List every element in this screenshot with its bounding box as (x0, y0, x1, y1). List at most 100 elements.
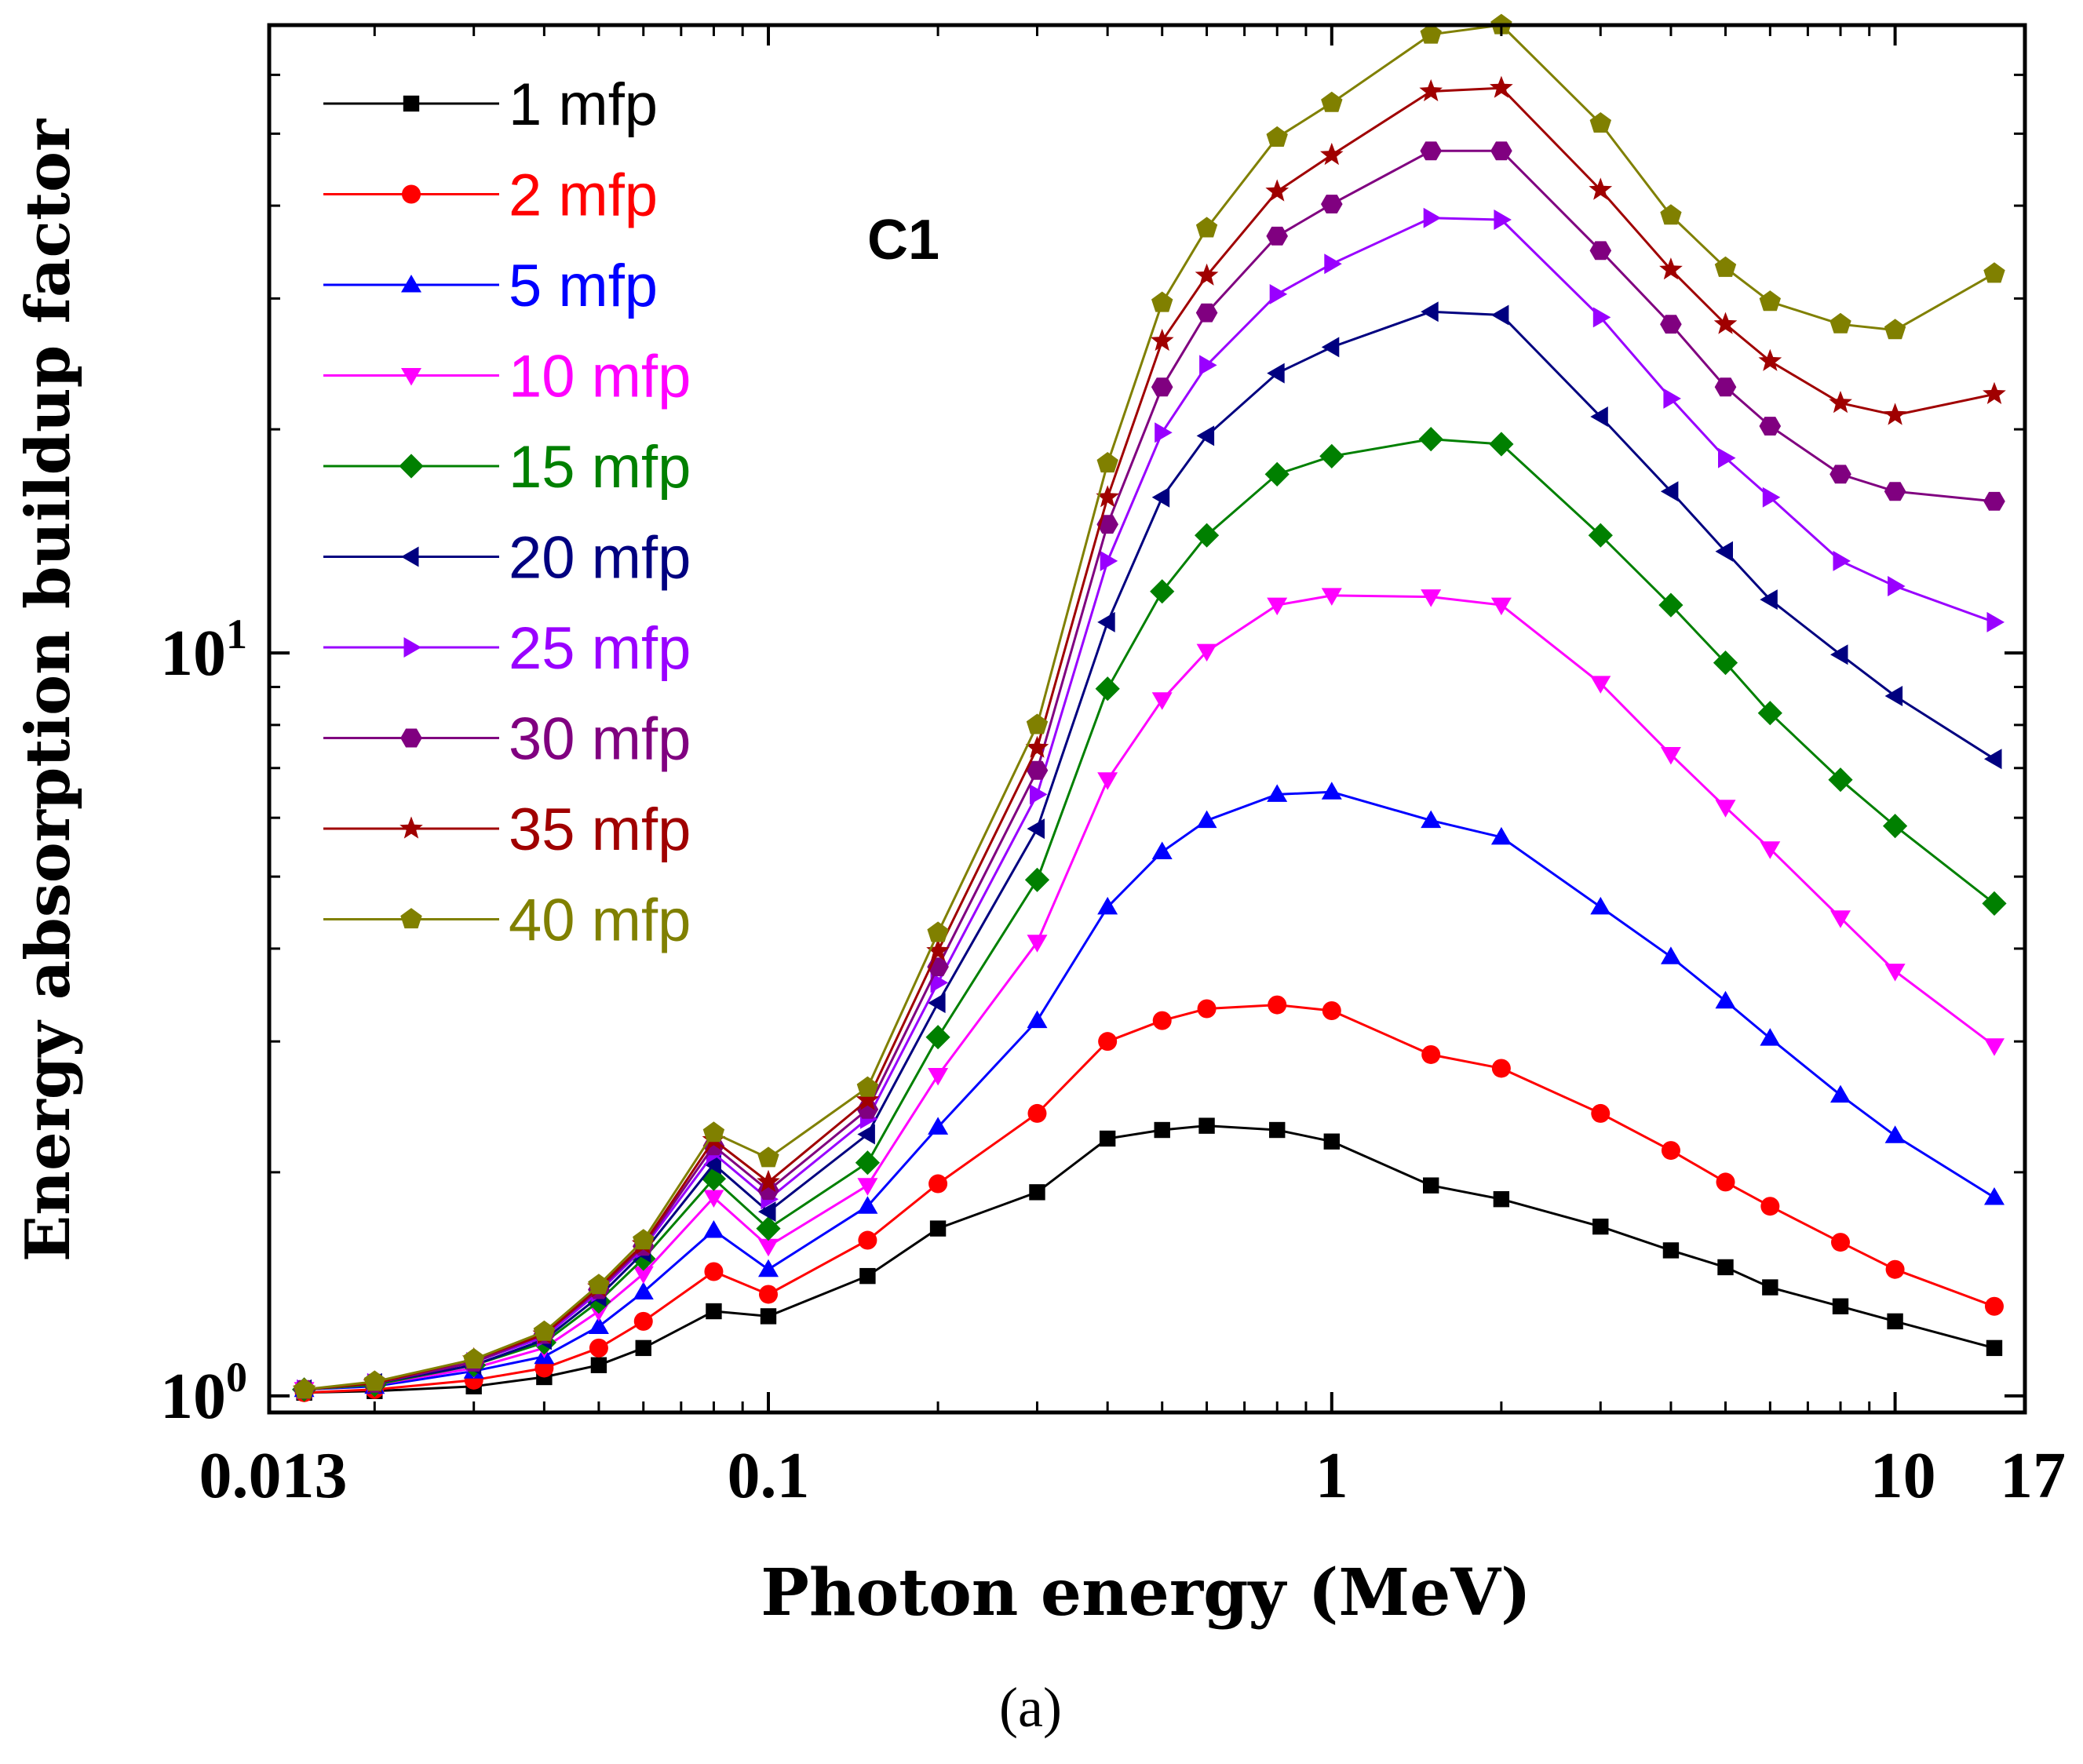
legend-item: 35 mfp (323, 796, 691, 863)
data-point (929, 1220, 947, 1237)
data-point (1269, 284, 1288, 304)
data-point (1027, 1010, 1048, 1029)
x-tick-label: 1 (1315, 1439, 1348, 1512)
data-point (589, 1338, 608, 1358)
data-point (533, 1320, 556, 1341)
data-point (1027, 1103, 1047, 1123)
data-point (631, 1246, 656, 1271)
data-point (1760, 1028, 1781, 1046)
data-point (1027, 818, 1045, 840)
data-point (1320, 142, 1344, 166)
data-point (1494, 210, 1512, 230)
data-point (1029, 1184, 1045, 1201)
data-point (1096, 485, 1119, 508)
data-point (1418, 427, 1443, 452)
data-point (1269, 1121, 1286, 1139)
data-point (1829, 312, 1851, 333)
data-point (1589, 112, 1611, 133)
x-tick-label: 10 (1870, 1439, 1936, 1512)
data-point (859, 1267, 876, 1285)
data-point (857, 1124, 875, 1145)
data-point (1421, 810, 1442, 829)
data-point (1097, 772, 1118, 790)
legend-label: 1 mfp (509, 71, 658, 138)
data-point (1887, 1313, 1903, 1330)
data-point (1661, 747, 1681, 765)
data-point (1026, 713, 1049, 734)
data-point (1830, 910, 1851, 928)
data-point (1030, 784, 1048, 805)
data-point (757, 1169, 780, 1192)
data-point (1758, 348, 1782, 371)
data-point (1096, 452, 1118, 473)
data-point (1195, 523, 1220, 548)
legend-marker (401, 546, 419, 567)
legend-item: 1 mfp (323, 71, 658, 138)
data-point (758, 1238, 779, 1257)
data-point (1884, 482, 1906, 501)
data-point (1268, 995, 1287, 1015)
data-point (1196, 643, 1217, 662)
data-point (1759, 290, 1781, 312)
legend-label: 15 mfp (509, 434, 691, 501)
legend-marker (403, 637, 421, 658)
data-point (857, 1196, 878, 1214)
data-point (1097, 611, 1115, 632)
legend-marker (402, 184, 421, 204)
data-point (1420, 23, 1442, 44)
data-point (1590, 406, 1608, 427)
data-point (1152, 1011, 1172, 1030)
data-point (1321, 337, 1340, 358)
series-40-mfp (293, 13, 2005, 1399)
data-point (1660, 481, 1679, 502)
data-point (703, 1154, 721, 1175)
x-axis-title: Photon energy (MeV) (761, 1555, 1531, 1631)
y-tick-label: 100 (160, 1354, 247, 1433)
legend-item: 5 mfp (323, 253, 658, 319)
data-point (633, 1229, 655, 1250)
data-point (756, 1216, 781, 1241)
data-point (858, 1230, 877, 1250)
legend-marker (401, 275, 421, 293)
legend-item: 20 mfp (323, 525, 691, 592)
data-point (1027, 935, 1048, 953)
legend-item: 40 mfp (323, 887, 691, 954)
data-point (1662, 1242, 1680, 1259)
data-point (1661, 946, 1681, 964)
y-axis-title: Energy absorption buildup factor (13, 118, 84, 1262)
data-point (1421, 1044, 1441, 1064)
data-point (702, 1121, 725, 1143)
data-point (1982, 891, 2007, 916)
legend-item: 15 mfp (323, 434, 691, 501)
data-point (1658, 592, 1684, 618)
data-point (1884, 686, 1903, 706)
legend-item: 30 mfp (323, 706, 691, 773)
data-point (1195, 263, 1219, 286)
plot-frame (267, 23, 2027, 1415)
data-point (1321, 195, 1343, 213)
legend-label: 10 mfp (509, 344, 691, 410)
data-point (1490, 304, 1509, 326)
data-point (1888, 576, 1906, 596)
data-point (703, 1190, 724, 1208)
data-point (1660, 204, 1682, 225)
data-point (1986, 1339, 2003, 1357)
legend-label: 30 mfp (509, 706, 691, 773)
data-point (588, 1274, 610, 1295)
data-point (1592, 307, 1611, 328)
data-point (1421, 589, 1442, 607)
x-tick-label: 0.1 (728, 1439, 810, 1512)
legend-label: 35 mfp (509, 796, 691, 863)
y-axis: 100 101 (160, 73, 2025, 1433)
data-point (758, 1201, 776, 1223)
data-point (1663, 388, 1681, 409)
data-point (1884, 964, 1906, 982)
series-5-mfp (294, 782, 2005, 1398)
legend: 1 mfp 2 mfp 5 mfp 10 mfp 15 mfp 20 mfp 25 mfp 3… (323, 71, 691, 954)
data-point (1984, 1296, 2004, 1316)
data-point (703, 1220, 724, 1238)
legend-item: 10 mfp (323, 344, 691, 410)
legend-marker (399, 816, 423, 839)
data-point (857, 1178, 878, 1196)
data-point (1490, 141, 1512, 161)
